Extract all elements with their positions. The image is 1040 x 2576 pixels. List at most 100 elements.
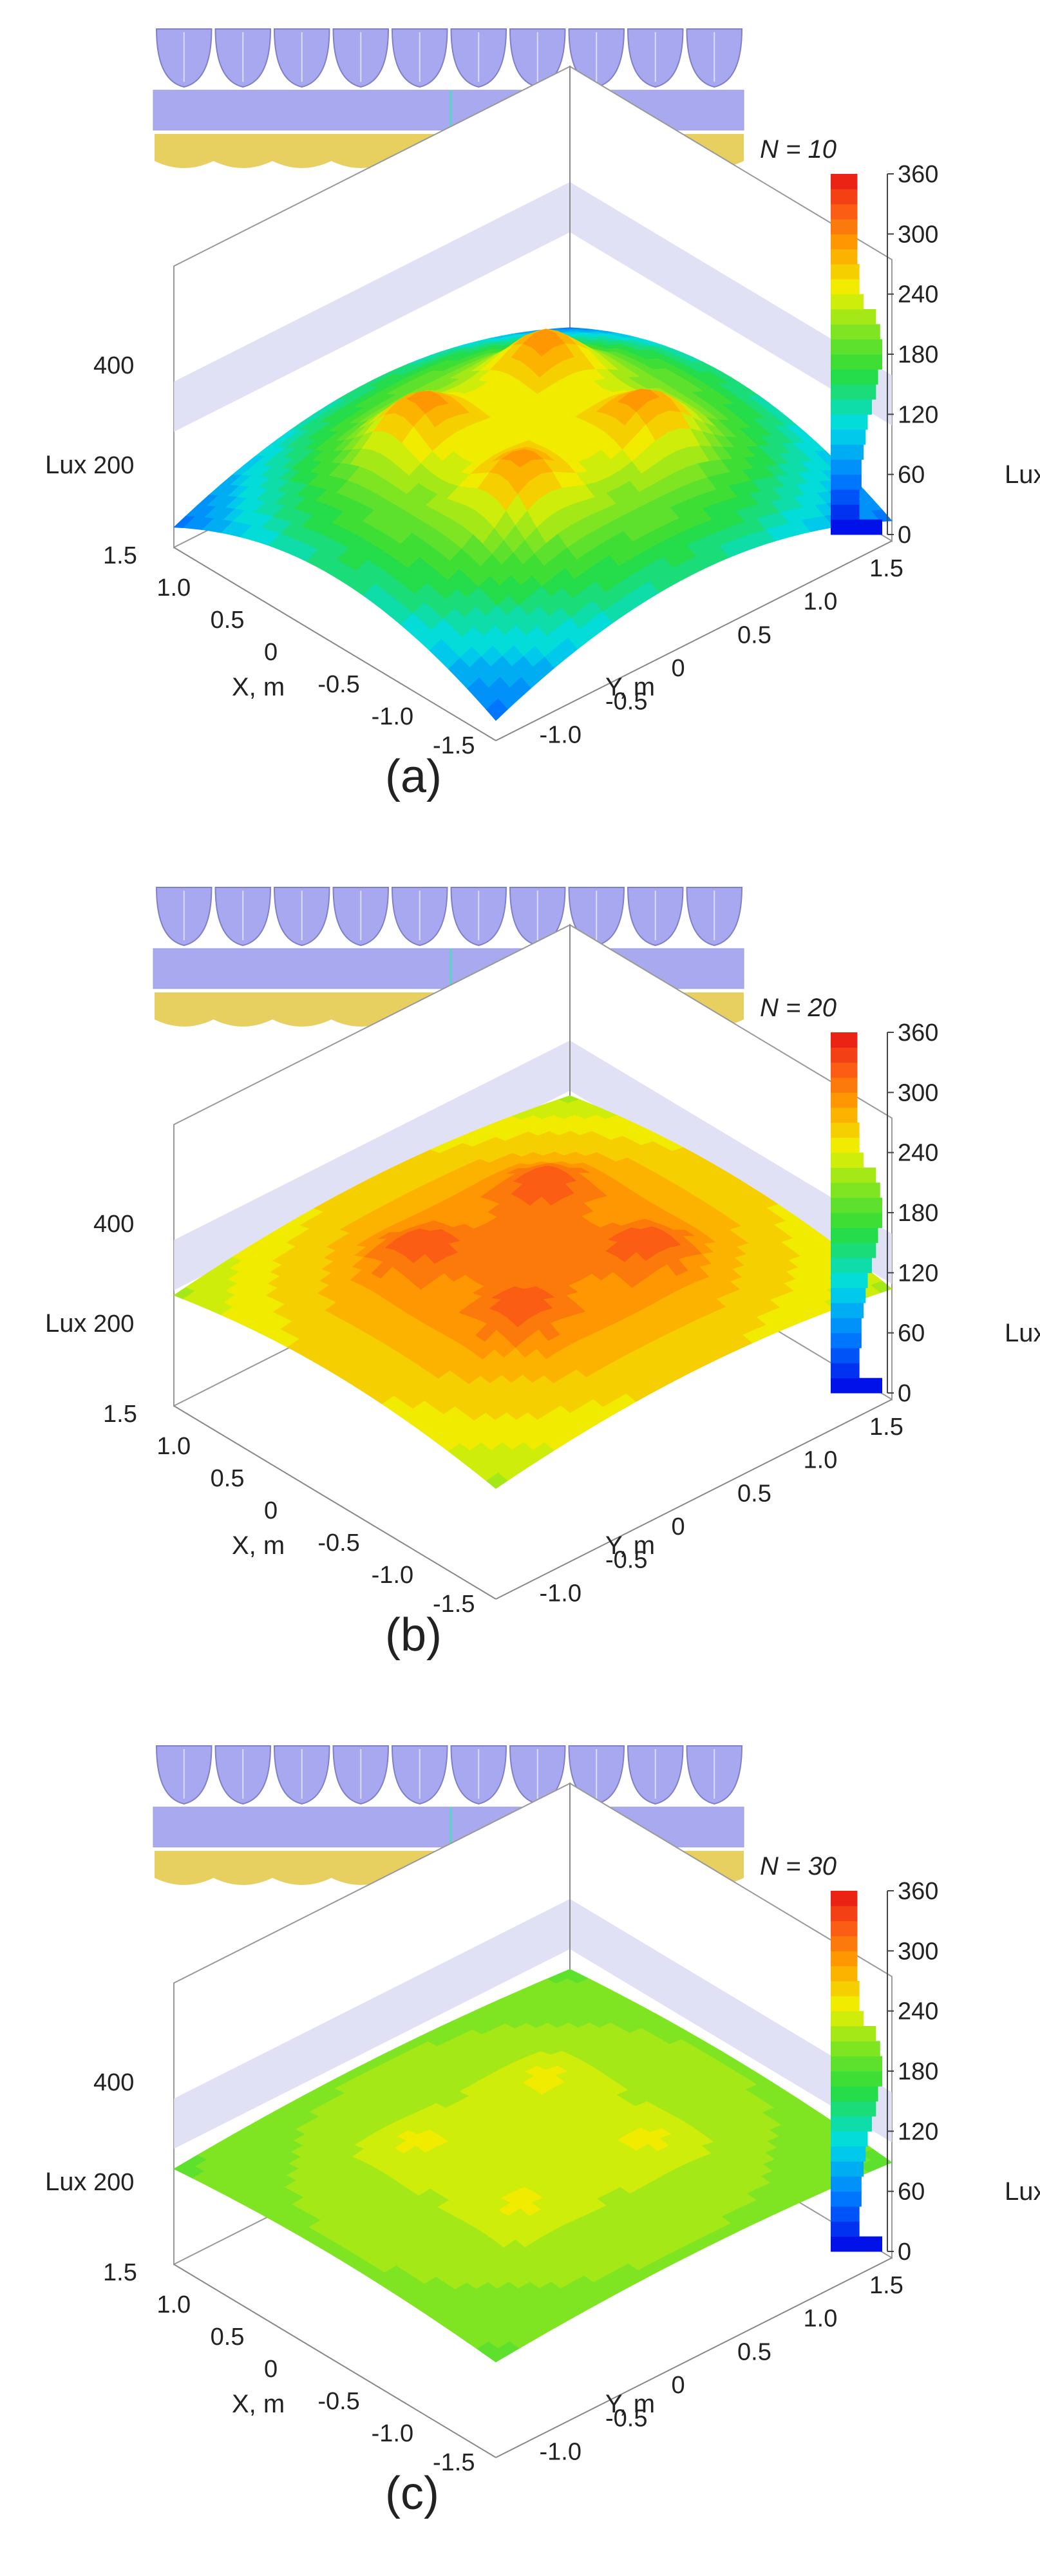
x-tick-label: -0.5 xyxy=(317,671,359,698)
panel-b: N = 20 Lux 400 200 1.5 1.0 0.5 0 -0.5 -1.0 -1… xyxy=(0,858,1040,1717)
colorbar-bin xyxy=(831,2191,862,2207)
z-axis-label: Lux xyxy=(45,1309,87,1338)
x-axis-label: X, m xyxy=(232,673,285,701)
colorbar-tick-label: 120 xyxy=(898,2118,938,2145)
colorbar-bin xyxy=(831,1242,876,1258)
colorbar-tick-label: 120 xyxy=(898,1260,938,1287)
colorbar-bin xyxy=(831,1032,858,1048)
corner-tick: -1.5 xyxy=(433,732,475,759)
z-axis-label: Lux xyxy=(45,2168,87,2196)
axis-edge xyxy=(495,1399,893,1600)
colorbar-tick-label: 60 xyxy=(898,2179,925,2206)
colorbar-label: Lux xyxy=(1005,2177,1040,2206)
axis-edge xyxy=(495,540,893,741)
x-tick-label: 0.5 xyxy=(211,2324,245,2351)
colorbar-bin xyxy=(831,294,864,310)
colorbar-bin xyxy=(831,1996,860,2012)
axis-edge xyxy=(173,2264,496,2458)
box-walls xyxy=(173,65,893,741)
colorbar: 360 300 240 180 120 60 0 xyxy=(831,1019,938,1407)
colorbar-bin xyxy=(831,2161,864,2177)
panel-c: N = 30 Lux 400 200 1.5 1.0 0.5 0 -0.5 -1.0 -1… xyxy=(0,1717,1040,2575)
colorbar-bin xyxy=(831,444,864,460)
colorbar-bin xyxy=(831,384,876,400)
colorbar-bin xyxy=(831,1137,860,1153)
y-tick-labels: -1.0 -0.5 0 0.5 1.0 1.5 xyxy=(540,2272,903,2465)
z-tick-400: 400 xyxy=(93,1211,134,1238)
z-tick-200: 200 xyxy=(93,1311,134,1338)
colorbar-bin xyxy=(831,2146,866,2162)
colorbar-bin xyxy=(831,369,878,385)
y-tick-label: 1.5 xyxy=(869,2272,903,2299)
surface-cell xyxy=(486,2348,508,2363)
x-tick-label: 1.0 xyxy=(156,2291,191,2318)
x-tick-labels: 1.5 1.0 0.5 0 -0.5 -1.0 xyxy=(103,2259,413,2447)
colorbar-bin xyxy=(831,249,858,265)
z-tick-200: 200 xyxy=(93,2169,134,2196)
z-axis-label: Lux xyxy=(45,451,87,479)
n-label: N = 30 xyxy=(760,1852,837,1880)
colorbar-bin xyxy=(831,2041,880,2057)
colorbar-bin xyxy=(831,1332,862,1349)
colorbar-bin xyxy=(831,2116,872,2132)
colorbar-tick-label: 300 xyxy=(898,1938,938,1965)
colorbar-tick-label: 0 xyxy=(898,522,911,549)
y-tick-label: -0.5 xyxy=(605,2405,647,2432)
y-tick-label: 0 xyxy=(672,2372,685,2399)
x-tick-label: 1.5 xyxy=(103,2259,137,2286)
colorbar-tick-label: 360 xyxy=(898,1878,938,1905)
x-tick-label: -0.5 xyxy=(317,2388,359,2415)
colorbar-bin xyxy=(831,339,882,355)
colorbar-bin xyxy=(831,504,860,520)
colorbar-bin xyxy=(831,2011,864,2027)
colorbar-bin xyxy=(831,1077,858,1093)
panel-a: N = 10 Lux 400 200 1.5 1.0 0.5 0 -0.5 -1.0 -1… xyxy=(0,0,1040,858)
lens-array xyxy=(155,28,743,88)
colorbar-bin xyxy=(831,1213,882,1228)
y-tick-label: -1.0 xyxy=(540,721,581,748)
panel-b-svg: N = 20 Lux 400 200 1.5 1.0 0.5 0 -0.5 -1.0 -1… xyxy=(45,887,1040,1661)
colorbar: 360 300 240 180 120 60 0 xyxy=(831,161,938,549)
surface-plot xyxy=(173,327,893,721)
axis-edge xyxy=(173,1405,496,1600)
colorbar-bin xyxy=(831,1152,864,1168)
colorbar-bin xyxy=(831,1348,860,1363)
colorbar-bin xyxy=(831,234,858,250)
y-tick-label: 1.0 xyxy=(804,2306,838,2333)
colorbar-tick-label: 180 xyxy=(898,341,938,368)
y-tick-labels: -1.0 -0.5 0 0.5 1.0 1.5 xyxy=(540,555,903,748)
colorbar-bin xyxy=(831,1092,858,1108)
y-tick-label: 1.5 xyxy=(869,555,903,582)
x-tick-label: 0 xyxy=(264,639,278,666)
colorbar-bin xyxy=(831,1168,876,1183)
colorbar-bin xyxy=(831,2026,876,2041)
surface-cell xyxy=(486,1472,508,1489)
colorbar-tick-label: 180 xyxy=(898,1200,938,1227)
y-tick-label: 1.0 xyxy=(804,1447,838,1474)
colorbar-tick-label: 360 xyxy=(898,161,938,188)
colorbar-bin xyxy=(831,459,862,475)
x-tick-label: 0.5 xyxy=(211,607,245,634)
y-tick-label: -1.0 xyxy=(540,1580,581,1607)
wall-band xyxy=(570,1899,892,2143)
colorbar-bin xyxy=(831,309,876,325)
colorbar-bin xyxy=(831,2071,882,2087)
y-tick-label: 1.0 xyxy=(804,589,838,616)
y-tick-label: 0.5 xyxy=(737,1480,771,1507)
colorbar-bin xyxy=(831,174,858,189)
colorbar-bin xyxy=(831,1047,858,1063)
colorbar-bin xyxy=(831,1182,880,1198)
panel-a-svg: N = 10 Lux 400 200 1.5 1.0 0.5 0 -0.5 -1.0 -1… xyxy=(45,28,1040,802)
colorbar-bin xyxy=(831,1951,858,1967)
x-tick-label: -1.0 xyxy=(372,1562,413,1589)
colorbar-bin xyxy=(831,2056,882,2072)
x-tick-labels: 1.5 1.0 0.5 0 -0.5 -1.0 xyxy=(103,1401,413,1589)
colorbar-tick-label: 300 xyxy=(898,221,938,248)
y-tick-label: 0 xyxy=(672,1513,685,1540)
colorbar-bin xyxy=(831,399,872,415)
y-tick-label: 1.5 xyxy=(869,1414,903,1441)
colorbar-tick-label: 300 xyxy=(898,1079,938,1106)
colorbar-bin xyxy=(831,1227,878,1244)
colorbar-bin xyxy=(831,1273,868,1289)
x-tick-label: 1.0 xyxy=(156,1433,191,1460)
